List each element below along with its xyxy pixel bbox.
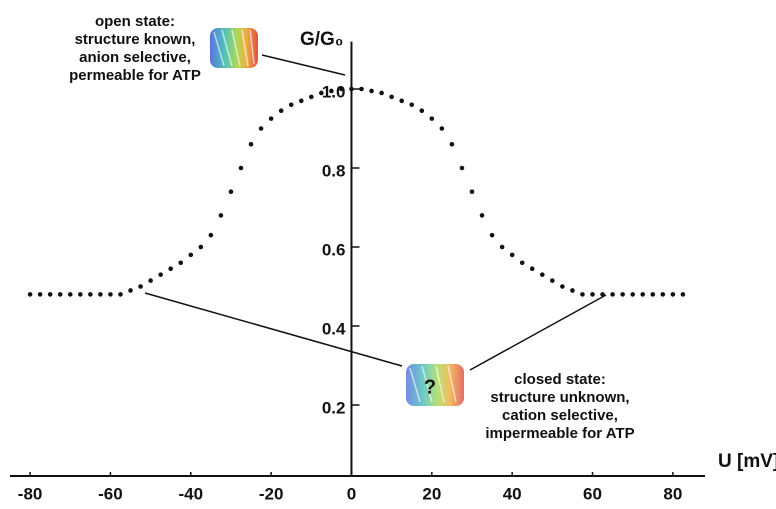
- callout-line: [469, 294, 607, 371]
- data-dot: [529, 266, 535, 272]
- data-dot: [258, 126, 264, 131]
- closed-state-note: impermeable for ATP: [485, 425, 634, 442]
- data-dot: [37, 292, 43, 297]
- data-dot: [228, 189, 234, 194]
- data-dot: [509, 252, 515, 258]
- data-dot: [118, 292, 123, 297]
- x-tick-label: 60: [583, 484, 602, 503]
- data-dot: [319, 90, 324, 96]
- open-state-note: permeable for ATP: [69, 67, 201, 84]
- x-tick-label: 0: [347, 484, 356, 503]
- x-tick-label: -40: [178, 484, 203, 503]
- data-dot: [499, 244, 505, 250]
- data-dot: [630, 292, 635, 297]
- data-dot: [550, 278, 555, 283]
- data-dot: [268, 116, 274, 121]
- data-dot: [98, 292, 103, 297]
- closed-state-note: structure unknown,: [490, 389, 629, 406]
- data-dot: [560, 284, 565, 289]
- open-state-note: open state:: [95, 13, 175, 30]
- x-tick-label: 20: [422, 484, 441, 503]
- y-tick-label: 0.4: [322, 319, 346, 338]
- data-dot: [519, 260, 525, 266]
- data-dot: [309, 94, 314, 100]
- data-dot: [298, 98, 304, 104]
- y-tick-label: 0.2: [322, 398, 346, 417]
- data-dot: [339, 86, 344, 92]
- data-dot: [580, 292, 585, 297]
- data-dot: [349, 86, 354, 92]
- data-dot: [680, 292, 686, 297]
- data-dot: [359, 86, 364, 92]
- data-dot: [479, 213, 485, 218]
- data-dot: [590, 292, 595, 297]
- data-dot: [178, 260, 184, 266]
- x-tick-label: -20: [259, 484, 284, 503]
- x-tick-label: 40: [503, 484, 522, 503]
- data-dot: [379, 90, 384, 96]
- data-dot: [459, 165, 465, 171]
- y-tick-label: 1.0: [322, 82, 346, 101]
- callout-line: [144, 292, 403, 367]
- data-dot: [238, 165, 244, 171]
- data-dot: [57, 292, 63, 297]
- data-dot: [640, 292, 646, 297]
- x-axis-label: U [mV]: [718, 451, 776, 472]
- data-dot: [47, 292, 53, 297]
- data-dot: [248, 142, 254, 147]
- data-dot: [489, 232, 495, 238]
- data-dot: [429, 116, 435, 121]
- x-tick-label: 80: [663, 484, 682, 503]
- data-dot: [419, 108, 425, 114]
- closed-state-note: cation selective,: [502, 407, 618, 424]
- data-dot: [389, 94, 394, 100]
- callout-line: [261, 54, 346, 76]
- open-state-note: anion selective,: [79, 49, 191, 66]
- data-dot: [449, 142, 455, 147]
- data-dot: [67, 292, 73, 297]
- open-state-note: structure known,: [75, 31, 196, 48]
- data-dot: [650, 292, 656, 297]
- data-dot: [670, 292, 676, 297]
- data-dot: [27, 292, 33, 297]
- data-dot: [539, 272, 545, 277]
- data-dot: [278, 108, 284, 114]
- data-dot: [138, 284, 143, 289]
- y-tick-label: 0.6: [322, 240, 346, 259]
- y-tick-label: 0.8: [322, 161, 346, 180]
- data-dot: [288, 102, 294, 108]
- data-dot: [218, 213, 224, 218]
- data-dot: [620, 292, 625, 297]
- data-dot: [329, 88, 334, 94]
- data-dot: [399, 98, 404, 104]
- data-dot: [610, 292, 615, 297]
- data-dot: [188, 252, 194, 258]
- data-dot: [409, 102, 415, 108]
- data-dot: [78, 292, 83, 297]
- data-dot: [128, 288, 133, 293]
- data-dot: [108, 292, 113, 297]
- x-tick-label: -60: [98, 484, 123, 503]
- data-dot: [198, 244, 204, 250]
- data-dot: [168, 266, 173, 272]
- closed-state-note: closed state:: [514, 371, 606, 388]
- data-dot: [439, 126, 445, 131]
- y-axis-label: G/G₀: [300, 29, 343, 50]
- protein-closed-icon: [406, 364, 464, 406]
- closed-mark: ?: [424, 376, 436, 398]
- data-dot: [158, 272, 163, 277]
- x-tick-label: -80: [18, 484, 43, 503]
- data-dot: [369, 88, 374, 94]
- data-dot: [469, 189, 475, 194]
- data-dot: [148, 278, 153, 283]
- data-dot: [600, 292, 605, 297]
- protein-open-icon: [210, 28, 258, 68]
- data-dot: [208, 232, 214, 238]
- data-dot: [660, 292, 666, 297]
- data-dot: [570, 288, 575, 293]
- data-dot: [88, 292, 93, 297]
